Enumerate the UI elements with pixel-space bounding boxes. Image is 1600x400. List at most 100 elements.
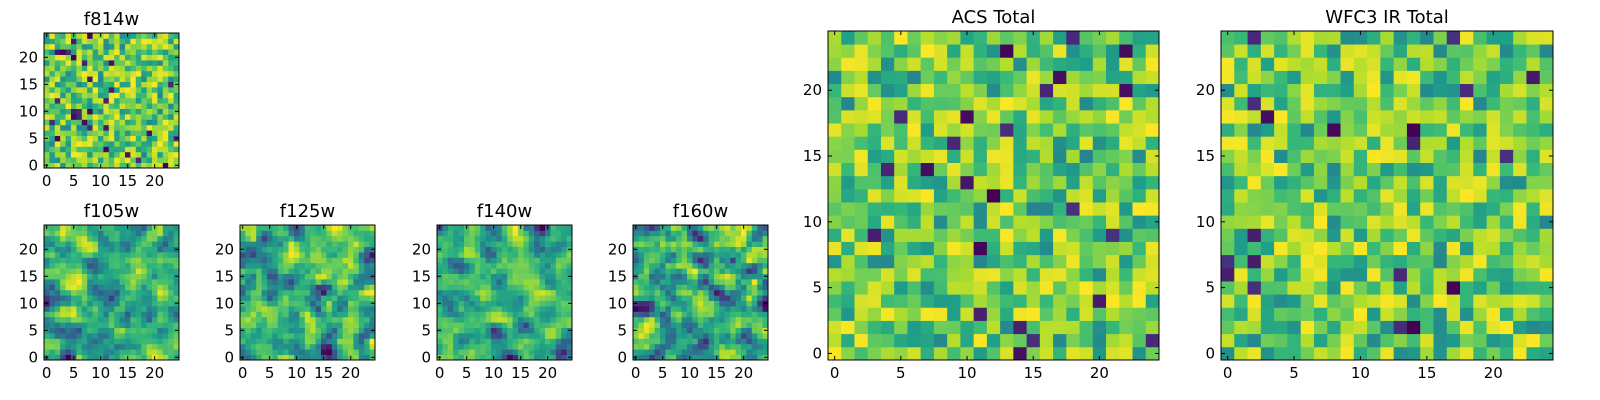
- heatmap-cell: [724, 230, 731, 237]
- heatmap-cell: [49, 349, 56, 355]
- heatmap-cell: [1053, 70, 1067, 85]
- heatmap-cell: [135, 316, 142, 323]
- heatmap-cell: [358, 306, 365, 312]
- heatmap-cell: [1433, 346, 1448, 361]
- heatmap-cell: [162, 146, 169, 153]
- heatmap-cell: [130, 70, 137, 77]
- heatmap-cell: [310, 306, 316, 312]
- heatmap-cell: [762, 338, 769, 345]
- heatmap-cell: [1526, 162, 1541, 177]
- heatmap-cell: [1247, 307, 1262, 321]
- heatmap-cell: [1513, 241, 1527, 256]
- heatmap-cell: [1499, 96, 1514, 111]
- heatmap-cell: [708, 327, 715, 334]
- heatmap-cell: [638, 273, 645, 280]
- heatmap-cell: [114, 135, 120, 142]
- heatmap-cell: [44, 241, 50, 247]
- heatmap-cell: [708, 268, 715, 274]
- heatmap-cell: [98, 87, 104, 93]
- heatmap-cell: [44, 306, 50, 312]
- heatmap-cell: [98, 343, 104, 350]
- heatmap-cell: [523, 257, 530, 264]
- heatmap-cell: [288, 268, 295, 274]
- heatmap-cell: [337, 306, 343, 312]
- heatmap-cell: [1473, 149, 1487, 163]
- heatmap-cell: [342, 257, 349, 264]
- heatmap-cell: [168, 141, 174, 147]
- heatmap-cell: [81, 284, 88, 291]
- heatmap-cell: [1420, 307, 1434, 321]
- heatmap-cell: [250, 349, 257, 355]
- heatmap-cell: [480, 343, 486, 350]
- heatmap-cell: [60, 252, 66, 258]
- heatmap-cell: [512, 349, 519, 355]
- heatmap-cell: [528, 252, 535, 258]
- heatmap-cell: [447, 241, 454, 247]
- heatmap-cell: [76, 230, 83, 237]
- heatmap-cell: [841, 294, 855, 308]
- heatmap-cell: [114, 311, 120, 318]
- heatmap-cell: [665, 230, 672, 237]
- heatmap-cell: [550, 273, 557, 280]
- heatmap-cell: [65, 38, 72, 45]
- heatmap-cell: [1526, 202, 1541, 216]
- heatmap-cell: [358, 268, 365, 274]
- heatmap-cell: [670, 273, 677, 280]
- heatmap-cell: [735, 295, 742, 301]
- heatmap-cell: [894, 109, 908, 124]
- heatmap-cell: [114, 273, 120, 280]
- heatmap-cell: [141, 327, 147, 334]
- heatmap-cell: [697, 316, 704, 323]
- heatmap-cell: [676, 295, 682, 301]
- heatmap-cell: [1513, 254, 1527, 269]
- heatmap-cell: [485, 327, 492, 334]
- heatmap-cell: [447, 343, 454, 350]
- heatmap-cell: [173, 311, 180, 318]
- heatmap-cell: [960, 149, 975, 163]
- heatmap-cell: [1260, 57, 1275, 71]
- heatmap-cell: [643, 235, 650, 242]
- heatmap-cell: [518, 316, 524, 323]
- heatmap-cell: [1053, 57, 1067, 71]
- heatmap-cell: [703, 268, 709, 274]
- heatmap-cell: [1066, 31, 1080, 45]
- heatmap-cell: [92, 262, 99, 269]
- heatmap-cell: [81, 65, 88, 72]
- heatmap-cell: [907, 320, 922, 335]
- heatmap-cell: [566, 333, 573, 339]
- heatmap-cell: [474, 225, 481, 231]
- heatmap-cell: [54, 354, 61, 361]
- heatmap-cell: [442, 246, 449, 253]
- heatmap-cell: [469, 354, 476, 361]
- heatmap-cell: [447, 235, 454, 242]
- heatmap-cell: [71, 97, 77, 104]
- heatmap-cell: [315, 225, 322, 231]
- heatmap-cell: [60, 311, 66, 318]
- heatmap-cell: [326, 343, 333, 350]
- heatmap-cell: [986, 202, 1001, 216]
- heatmap-cell: [358, 295, 365, 301]
- heatmap-cell: [692, 333, 699, 339]
- heatmap-cell: [1513, 294, 1527, 308]
- heatmap-cell: [920, 241, 935, 256]
- heatmap-cell: [474, 354, 481, 361]
- heatmap-cell: [135, 33, 142, 39]
- heatmap-cell: [125, 65, 131, 72]
- heatmap-cell: [1026, 31, 1041, 45]
- heatmap-cell: [1145, 188, 1160, 203]
- heatmap-cell: [353, 322, 360, 328]
- heatmap-cell: [692, 273, 699, 280]
- heatmap-cell: [54, 60, 61, 66]
- heatmap-cell: [65, 230, 72, 237]
- heatmap-cell: [315, 257, 322, 264]
- heatmap-cell: [986, 83, 1001, 98]
- heatmap-cell: [867, 188, 882, 203]
- heatmap-cell: [103, 300, 110, 307]
- heatmap-cell: [496, 338, 503, 345]
- heatmap-cell: [54, 262, 61, 269]
- heatmap-cell: [550, 289, 557, 296]
- heatmap-cell: [87, 146, 93, 153]
- heatmap-cell: [114, 114, 120, 120]
- heatmap-cell: [867, 70, 882, 85]
- heatmap-cell: [71, 114, 77, 120]
